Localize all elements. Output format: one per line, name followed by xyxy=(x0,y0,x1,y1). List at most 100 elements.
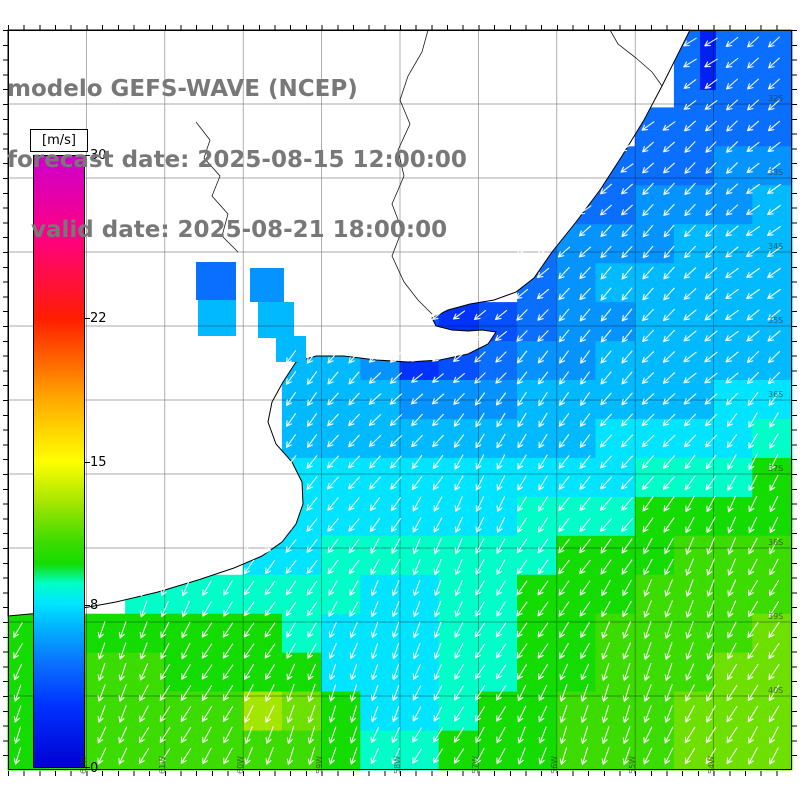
sea-cell xyxy=(438,535,479,576)
sea-cell xyxy=(713,574,754,615)
sea-cell xyxy=(360,380,401,420)
sea-heatmap xyxy=(7,29,793,771)
sea-cell xyxy=(321,535,362,576)
sea-cell xyxy=(634,457,675,498)
sea-cell xyxy=(713,29,754,70)
lon-label: 54W xyxy=(706,755,716,774)
sea-cell xyxy=(634,146,675,187)
sea-cell xyxy=(595,652,636,693)
sea-cell xyxy=(517,613,558,654)
sea-cell xyxy=(634,263,675,304)
lon-label: 55W xyxy=(628,755,638,774)
sea-cell xyxy=(595,224,636,265)
sea-cell xyxy=(321,730,362,771)
sea-cell xyxy=(360,652,401,693)
lon-label: 56W xyxy=(549,755,559,774)
colorbar-tick-mark xyxy=(85,604,90,606)
sea-cell xyxy=(438,419,479,459)
sea-cell xyxy=(360,613,401,654)
lon-label: 58W xyxy=(393,755,402,774)
colorbar-gradient xyxy=(33,155,85,768)
sea-cell xyxy=(281,380,323,420)
coastal-sea-cell xyxy=(276,336,306,362)
sea-cell xyxy=(556,341,597,381)
sea-cell xyxy=(634,535,675,576)
lat-label: 36S xyxy=(768,390,784,399)
sea-cell xyxy=(399,691,440,732)
sea-cell xyxy=(556,302,597,342)
sea-cell xyxy=(438,457,479,498)
lon-label: 59W xyxy=(314,755,324,774)
sea-cell xyxy=(242,730,283,771)
coastal-sea-cell xyxy=(196,262,236,300)
sea-cell xyxy=(752,613,793,654)
sea-cell xyxy=(477,535,519,576)
sea-cell xyxy=(673,380,715,420)
sea-cell xyxy=(517,652,558,693)
sea-cell xyxy=(556,496,597,537)
sea-cell xyxy=(360,419,401,459)
lat-label: 40S xyxy=(768,686,784,695)
sea-cell xyxy=(634,302,675,342)
colorbar-tick-label: 22 xyxy=(90,311,107,327)
sea-cell xyxy=(752,146,793,187)
sea-cell xyxy=(634,419,675,459)
sea-cell xyxy=(634,224,675,265)
sea-cell xyxy=(556,730,597,771)
sea-cell xyxy=(556,613,597,654)
sea-cell xyxy=(634,185,675,226)
chart-titles: modelo GEFS-WAVE (NCEP) forecast date: 2… xyxy=(7,31,467,290)
river-border-line xyxy=(391,29,433,315)
sea-cell xyxy=(281,613,323,654)
model-title: modelo GEFS-WAVE (NCEP) xyxy=(7,76,358,102)
sea-cell xyxy=(399,535,440,576)
lat-label: 35S xyxy=(768,316,784,325)
sea-cell xyxy=(673,146,715,187)
sea-cell xyxy=(438,574,479,615)
axis-ticks-top xyxy=(8,25,792,30)
sea-cell xyxy=(752,224,793,265)
sea-cell xyxy=(634,496,675,537)
lat-label: 39S xyxy=(768,612,784,621)
sea-cell xyxy=(399,496,440,537)
sea-cell xyxy=(321,380,362,420)
sea-cell xyxy=(713,341,754,381)
sea-cell xyxy=(517,691,558,732)
sea-cell xyxy=(517,457,558,498)
sea-cell xyxy=(517,496,558,537)
colorbar-unit-label: [m/s] xyxy=(30,129,88,152)
sea-cell xyxy=(321,613,362,654)
sea-cell xyxy=(713,185,754,226)
sea-cell xyxy=(595,302,636,342)
sea-cell xyxy=(242,652,283,693)
axis-ticks-left xyxy=(3,30,8,770)
colorbar-tick-label: 30 xyxy=(90,148,107,163)
sea-cell xyxy=(713,652,754,693)
sea-cell xyxy=(399,380,440,420)
axis-ticks-bottom xyxy=(8,771,792,776)
colorbar-tick-label: 0 xyxy=(90,761,99,776)
sea-cell xyxy=(360,730,401,771)
sea-cell xyxy=(713,224,754,265)
sea-cell xyxy=(281,535,323,576)
sea-cell xyxy=(477,730,519,771)
sea-cell xyxy=(752,185,793,226)
sea-cell xyxy=(125,652,166,693)
coastal-sea-cell xyxy=(258,302,294,338)
lon-label: 61W xyxy=(157,755,167,774)
sea-cell xyxy=(517,341,558,381)
colorbar-tick-mark xyxy=(85,155,90,156)
sea-cell xyxy=(477,457,519,498)
sea-cell xyxy=(556,652,597,693)
sea-cell xyxy=(556,574,597,615)
sea-cell xyxy=(673,535,715,576)
sea-cell xyxy=(477,380,519,420)
sea-cell xyxy=(752,574,793,615)
sea-cell xyxy=(634,730,675,771)
sea-cell xyxy=(752,263,793,304)
sea-cell xyxy=(360,496,401,537)
sea-cell xyxy=(673,224,715,265)
river-line xyxy=(195,121,239,253)
sea-cell xyxy=(321,457,362,498)
